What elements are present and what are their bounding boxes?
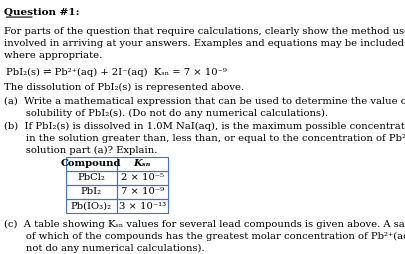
Text: Pb(IO₃)₂: Pb(IO₃)₂ xyxy=(70,201,112,211)
Text: Kₛₙ: Kₛₙ xyxy=(133,159,150,168)
Text: PbCl₂: PbCl₂ xyxy=(77,173,105,182)
Bar xyxy=(66,185,117,199)
Text: Compound: Compound xyxy=(61,159,122,168)
Text: Question #1:: Question #1: xyxy=(4,8,79,17)
Text: (b)  If PbI₂(s) is dissolved in 1.0M NaI(aq), is the maximum possible concentrat: (b) If PbI₂(s) is dissolved in 1.0M NaI(… xyxy=(4,122,405,155)
Text: 7 × 10⁻⁹: 7 × 10⁻⁹ xyxy=(120,187,163,196)
Bar xyxy=(66,156,117,171)
Bar xyxy=(117,156,167,171)
Text: 2 × 10⁻⁵: 2 × 10⁻⁵ xyxy=(120,173,163,182)
Text: The dissolution of PbI₂(s) is represented above.: The dissolution of PbI₂(s) is represente… xyxy=(4,83,243,92)
Bar xyxy=(66,199,117,213)
Text: (a)  Write a mathematical expression that can be used to determine the value of : (a) Write a mathematical expression that… xyxy=(4,97,405,118)
Bar xyxy=(117,185,167,199)
Bar xyxy=(117,171,167,185)
Bar xyxy=(66,171,117,185)
Bar xyxy=(117,199,167,213)
Text: PbI₂(s) ⇌ Pb²⁺(aq) + 2I⁻(aq)  Kₛₙ = 7 × 10⁻⁹: PbI₂(s) ⇌ Pb²⁺(aq) + 2I⁻(aq) Kₛₙ = 7 × 1… xyxy=(6,68,227,77)
Text: For parts of the question that require calculations, clearly show the method use: For parts of the question that require c… xyxy=(4,27,405,60)
Text: PbI₂: PbI₂ xyxy=(81,187,102,196)
Text: (c)  A table showing Kₛₙ values for several lead compounds is given above. A sat: (c) A table showing Kₛₙ values for sever… xyxy=(4,220,405,253)
Text: 3 × 10⁻¹³: 3 × 10⁻¹³ xyxy=(118,201,165,211)
